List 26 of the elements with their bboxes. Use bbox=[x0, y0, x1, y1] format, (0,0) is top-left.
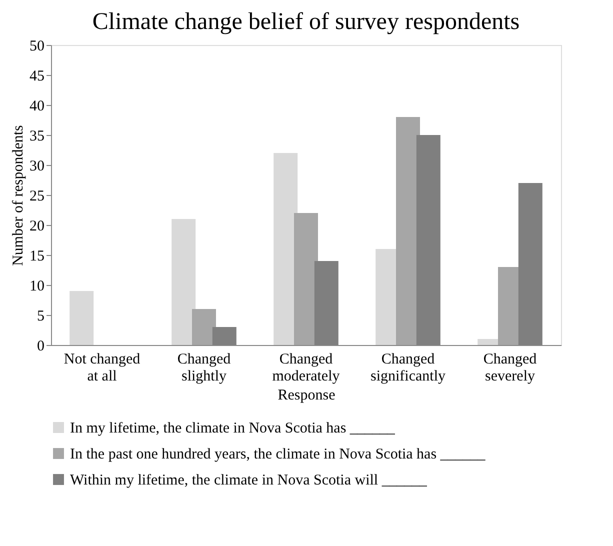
legend-label: Within my lifetime, the climate in Nova Scotia will ______ bbox=[70, 472, 428, 488]
y-tick-label: 45 bbox=[30, 68, 44, 84]
legend-label: In the past one hundred years, the climate in Nova Scotia has ______ bbox=[70, 446, 486, 462]
y-tick-label: 5 bbox=[37, 308, 44, 324]
y-tick-label: 35 bbox=[30, 128, 44, 144]
bar bbox=[172, 219, 196, 345]
x-tick-label: Changed severely bbox=[483, 352, 538, 384]
y-tick-label: 10 bbox=[30, 278, 44, 294]
bar bbox=[192, 309, 216, 345]
legend-label: In my lifetime, the climate in Nova Scotia has ______ bbox=[70, 420, 396, 436]
y-tick-label: 0 bbox=[37, 338, 44, 354]
bar bbox=[70, 291, 94, 345]
y-tick-label: 30 bbox=[30, 158, 44, 174]
y-tick-label: 40 bbox=[30, 98, 44, 114]
x-tick-label: Changed significantly bbox=[370, 352, 446, 384]
y-tick-label: 25 bbox=[30, 188, 44, 204]
y-tick-label: 15 bbox=[30, 248, 44, 264]
x-axis-title: Response bbox=[278, 388, 336, 404]
x-tick-label: Changed slightly bbox=[177, 352, 232, 384]
y-axis-title: Number of respondents bbox=[10, 124, 26, 266]
x-tick-label: Not changed at all bbox=[64, 352, 141, 384]
y-tick-label: 50 bbox=[30, 38, 44, 54]
bar bbox=[294, 213, 318, 345]
x-tick-label: Changed moderately bbox=[272, 352, 340, 384]
chart-title: Climate change belief of survey respondents bbox=[92, 9, 520, 35]
y-tick-label: 20 bbox=[30, 218, 44, 234]
